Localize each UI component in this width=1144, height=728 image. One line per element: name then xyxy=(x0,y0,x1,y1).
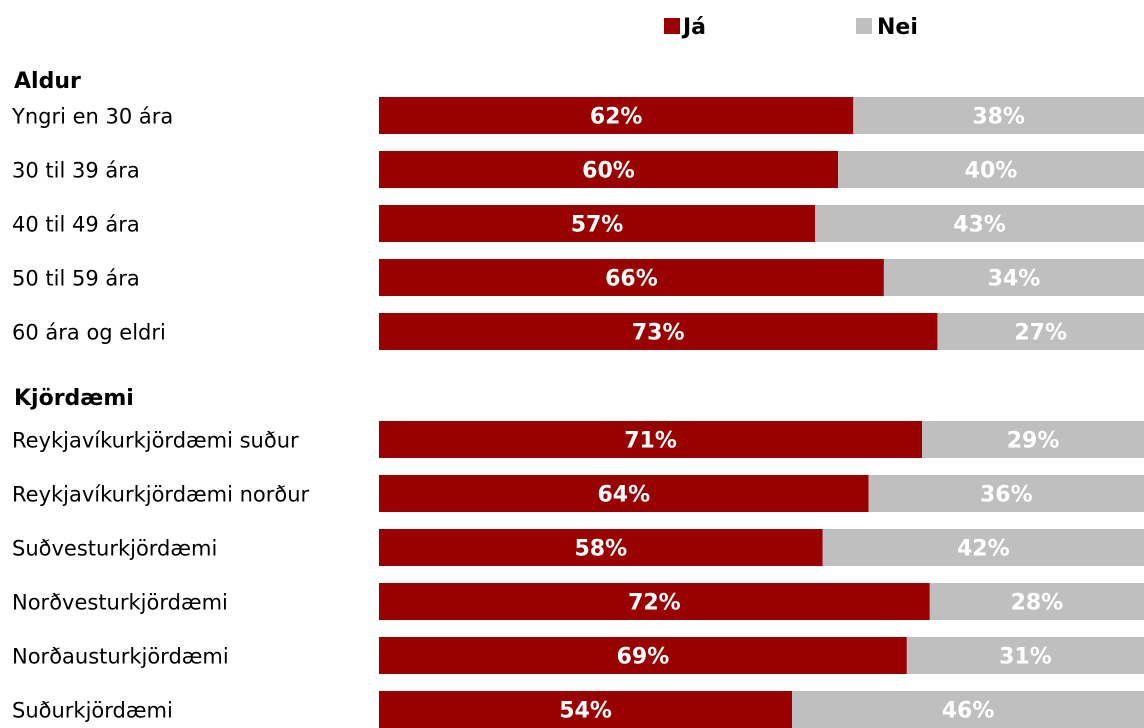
category-label: Reykjavíkurkjördæmi suður xyxy=(12,429,299,453)
data-label-ja: 54% xyxy=(559,699,612,724)
legend-label-nei: Nei xyxy=(877,15,918,40)
bar-segment-nei xyxy=(906,637,1144,674)
legend-label-ja: Já xyxy=(681,15,706,40)
data-label-nei: 36% xyxy=(980,483,1033,508)
bar-segment-nei xyxy=(815,205,1144,242)
data-label-ja: 66% xyxy=(605,267,658,292)
data-label-nei: 46% xyxy=(942,699,995,724)
data-label-ja: 58% xyxy=(575,537,628,562)
data-label-nei: 34% xyxy=(988,267,1041,292)
data-label-ja: 64% xyxy=(597,483,650,508)
data-label-nei: 38% xyxy=(972,105,1025,130)
bar-segment-nei xyxy=(937,313,1144,350)
data-label-ja: 60% xyxy=(582,159,635,184)
bar-segment-ja xyxy=(379,421,923,458)
bar-segment-ja xyxy=(379,205,816,242)
bar-segment-nei xyxy=(868,475,1144,512)
category-label: Norðvesturkjördæmi xyxy=(12,591,228,615)
bar-segment-nei xyxy=(822,529,1144,566)
data-label-nei: 40% xyxy=(965,159,1018,184)
bar-segment-nei xyxy=(929,583,1144,620)
legend-item-nei: Nei xyxy=(856,15,918,40)
legend: Já Nei xyxy=(664,15,918,40)
bar-segment-ja xyxy=(379,691,793,728)
bar-segment-nei xyxy=(838,151,1144,188)
category-label: 50 til 59 ára xyxy=(12,267,140,291)
bar-segment-ja xyxy=(379,151,838,188)
category-label: Suðurkjördæmi xyxy=(12,699,173,723)
data-label-ja: 57% xyxy=(571,213,624,238)
data-label-ja: 71% xyxy=(624,429,677,454)
bar-segment-ja xyxy=(379,313,938,350)
plot-area: Aldur Yngri en 30 ára 62% 38% 30 til 39 ára 6… xyxy=(11,69,1144,728)
legend-item-ja: Já xyxy=(664,15,706,40)
data-label-nei: 42% xyxy=(957,537,1010,562)
category-label: Norðausturkjördæmi xyxy=(12,645,229,669)
category-label: Suðvesturkjördæmi xyxy=(12,537,217,561)
data-label-nei: 29% xyxy=(1007,429,1060,454)
bar-segment-nei xyxy=(853,97,1144,134)
data-label-ja: 69% xyxy=(617,645,670,670)
group-label: Aldur xyxy=(14,69,81,94)
data-label-nei: 28% xyxy=(1011,591,1064,616)
category-label: Reykjavíkurkjördæmi norður xyxy=(12,483,310,507)
bar-segment-ja xyxy=(379,97,854,134)
bar-segment-nei xyxy=(922,421,1144,458)
bar-segment-nei xyxy=(792,691,1144,728)
data-label-ja: 72% xyxy=(628,591,681,616)
bar-segment-ja xyxy=(379,259,884,296)
bar-segment-nei xyxy=(883,259,1144,296)
legend-swatch-ja xyxy=(664,18,680,34)
category-label: 30 til 39 ára xyxy=(12,159,140,183)
bar-segment-ja xyxy=(379,475,869,512)
bar-segment-ja xyxy=(379,583,930,620)
category-label: 40 til 49 ára xyxy=(12,213,140,237)
category-label: 60 ára og eldri xyxy=(12,321,166,345)
data-label-ja: 62% xyxy=(590,105,643,130)
legend-swatch-nei xyxy=(856,18,872,34)
category-label: Yngri en 30 ára xyxy=(11,105,173,129)
data-label-nei: 43% xyxy=(953,213,1006,238)
data-label-nei: 31% xyxy=(999,645,1052,670)
group-label: Kjördæmi xyxy=(14,386,134,411)
bar-segment-ja xyxy=(379,529,823,566)
bar-segment-ja xyxy=(379,637,907,674)
data-label-ja: 73% xyxy=(632,321,685,346)
data-label-nei: 27% xyxy=(1014,321,1067,346)
